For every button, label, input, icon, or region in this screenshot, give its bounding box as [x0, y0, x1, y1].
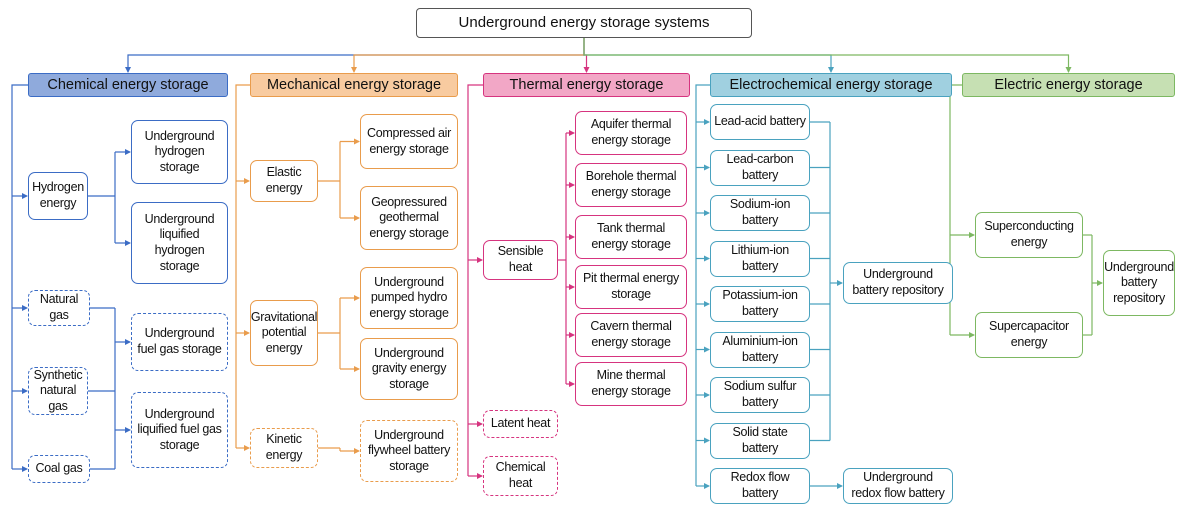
- node: Aquifer thermal energy storage: [575, 111, 687, 155]
- node: Chemical heat: [483, 456, 558, 496]
- connector: [11, 84, 28, 469]
- node: Geopressured geothermal energy storage: [360, 186, 458, 250]
- node: Underground hydrogen storage: [131, 120, 228, 184]
- node: Tank thermal energy storage: [575, 215, 687, 259]
- node: Lead-carbon battery: [710, 149, 810, 186]
- node: Gravitational potential energy: [250, 300, 318, 366]
- column-header: Electric energy storage: [962, 73, 1175, 97]
- node: Mine thermal energy storage: [575, 362, 687, 406]
- node: Lead-acid battery: [710, 104, 810, 140]
- node: Coal gas: [28, 455, 90, 483]
- node: Underground pumped hydro energy storage: [360, 267, 458, 329]
- node: Underground fuel gas storage: [131, 313, 228, 371]
- node: Underground liquified hydrogen storage: [131, 202, 228, 284]
- root-node: Underground energy storage systems: [416, 8, 752, 38]
- node: Underground gravity energy storage: [360, 338, 458, 400]
- node: Sodium sulfur battery: [710, 377, 810, 413]
- node: Solid state battery: [710, 422, 810, 459]
- node: Kinetic energy: [250, 428, 318, 468]
- node: Superconducting energy: [975, 212, 1083, 258]
- node: Underground liquified fuel gas storage: [131, 392, 228, 468]
- node: Compressed air energy storage: [360, 114, 458, 169]
- node: Aluminium-ion battery: [710, 331, 810, 368]
- node: Cavern thermal energy storage: [575, 313, 687, 357]
- node: Sensible heat: [483, 240, 558, 280]
- node: Underground flywheel battery storage: [360, 420, 458, 482]
- arrow: [351, 38, 585, 73]
- node: Underground battery repository: [1103, 250, 1175, 316]
- node: Elastic energy: [250, 160, 318, 202]
- node: Pit thermal energy storage: [575, 265, 687, 309]
- node: Redox flow battery: [710, 468, 810, 504]
- node: Lithium-ion battery: [710, 240, 810, 277]
- connector: [695, 84, 710, 486]
- arrow: [583, 38, 1072, 73]
- node: Underground redox flow battery: [843, 468, 953, 504]
- node: Supercapacitor energy: [975, 312, 1083, 358]
- connector: [467, 84, 483, 476]
- node: Borehole thermal energy storage: [575, 163, 687, 207]
- node: Sodium-ion battery: [710, 195, 810, 231]
- node: Synthetic natural gas: [28, 367, 88, 415]
- node: Potassium-ion battery: [710, 286, 810, 322]
- column-header: Mechanical energy storage: [250, 73, 458, 97]
- node: Hydrogen energy: [28, 172, 88, 220]
- node: Underground battery repository: [843, 262, 953, 304]
- column-header: Chemical energy storage: [28, 73, 228, 97]
- node: Natural gas: [28, 290, 90, 326]
- connector: [235, 84, 250, 448]
- column-header: Thermal energy storage: [483, 73, 690, 97]
- node: Latent heat: [483, 410, 558, 438]
- column-header: Electrochemical energy storage: [710, 73, 952, 97]
